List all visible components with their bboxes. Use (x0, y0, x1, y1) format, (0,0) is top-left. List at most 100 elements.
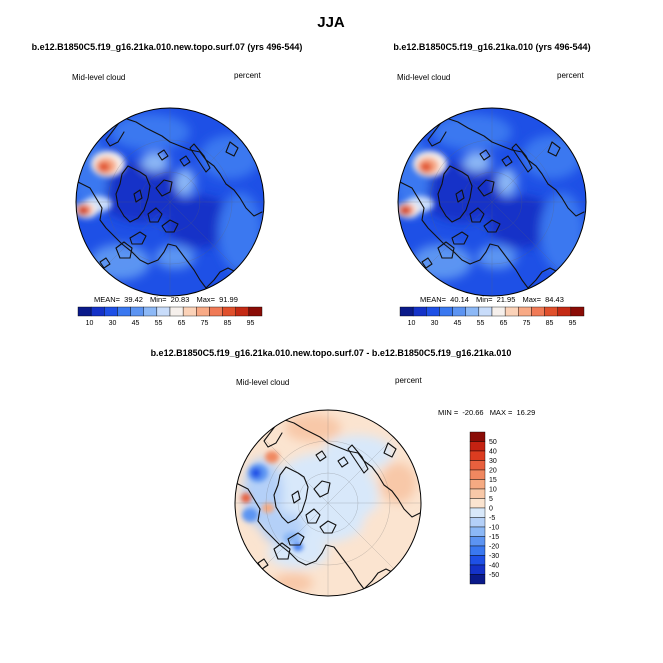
panel-1-min-label: Min= (150, 295, 167, 304)
panel-2-map-border (397, 107, 587, 297)
panel-3-max-value: 16.29 (517, 408, 536, 417)
panel-2-max-value: 84.43 (545, 295, 564, 304)
colorbar-tick-label: 45 (132, 320, 140, 327)
colorbar-box (399, 306, 414, 317)
colorbar-box (557, 306, 572, 317)
panel-1-units-label: percent (234, 71, 261, 80)
panel-2-mean-value: 40.14 (450, 295, 469, 304)
panel-1-max-value: 91.99 (219, 295, 238, 304)
colorbar-box (469, 488, 486, 499)
colorbar-box (518, 306, 532, 317)
colorbar-box (469, 431, 486, 442)
colorbar-box (504, 306, 519, 317)
colorbar-box (465, 306, 480, 317)
colorbar-tick-label: -40 (489, 563, 499, 570)
colorbar-tick-label: -30 (489, 553, 499, 560)
colorbar-box (469, 536, 486, 547)
colorbar-tick-label: 55 (477, 320, 485, 327)
colorbar-box (544, 306, 558, 317)
colorbar-tick-label: 5 (489, 496, 493, 503)
colorbar-tick-label: 85 (224, 320, 232, 327)
colorbar-box (469, 545, 486, 556)
colorbar-box (117, 306, 131, 317)
colorbar-box (469, 555, 486, 566)
panel-2-colorbar: 10 30 45 55 65 75 85 95 (399, 306, 585, 327)
panel-1-mean-label: MEAN= (94, 295, 121, 304)
panel-1-colorbar: 10 30 45 55 65 75 85 95 (77, 306, 263, 327)
panel-1-map-border (75, 107, 265, 297)
panel-2-variable-label: Mid-level cloud (397, 73, 450, 82)
colorbar-box (182, 306, 197, 317)
colorbar-tick-label: 85 (546, 320, 554, 327)
panel-3-min-label: MIN = (438, 408, 459, 417)
panel-3-map-border (234, 409, 422, 597)
colorbar-tick-label: 10 (86, 320, 94, 327)
colorbar-tick-label: 30 (109, 320, 117, 327)
colorbar-box (491, 306, 506, 317)
colorbar-tick-label: 10 (408, 320, 416, 327)
colorbar-box (222, 306, 236, 317)
colorbar-box (469, 450, 486, 461)
colorbar-tick-label: 65 (500, 320, 508, 327)
panel-2-units-label: percent (557, 71, 584, 80)
colorbar-tick-label: -5 (489, 515, 495, 522)
panel-3-variable-label: Mid-level cloud (236, 378, 289, 387)
colorbar-box (469, 498, 486, 509)
panel-3-stats: MIN = -20.66 MAX = 16.29 (438, 408, 535, 417)
svg-text:MIN = -20.66 M: MIN = -20.66 MAX = 16.29 (438, 408, 535, 417)
panel-2-map (398, 108, 586, 296)
panel-2-min-label: Min= (476, 295, 493, 304)
panel-3: b.e12.B1850C5.f19_g16.21ka.010.new.topo.… (151, 348, 535, 597)
panel-3-units-label: percent (395, 376, 422, 385)
panel-1-mean-value: 39.42 (124, 295, 143, 304)
panel-2-mean-label: MEAN= (420, 295, 447, 304)
colorbar-box (531, 306, 545, 317)
colorbar-tick-label: 0 (489, 506, 493, 513)
colorbar-box (469, 526, 486, 537)
main-title: JJA (317, 14, 345, 31)
panel-1-min-value: 20.83 (171, 295, 190, 304)
colorbar-tick-label: 45 (454, 320, 462, 327)
colorbar-box (235, 306, 250, 317)
panel-3-min-value: -20.66 (462, 408, 483, 417)
colorbar-tick-label: -10 (489, 525, 499, 532)
colorbar-tick-label: -15 (489, 534, 499, 541)
panel-1-stats: MEAN= 39.42 Min= 20.83 Max= 91.99 (94, 295, 238, 304)
colorbar-box (412, 306, 427, 317)
colorbar-tick-label: 50 (489, 439, 497, 446)
colorbar-box (143, 306, 158, 317)
svg-text:MEAN= 39.42 Mi: MEAN= 39.42 Min= 20.83 Max= 91.99 (94, 295, 238, 304)
colorbar-box (77, 306, 92, 317)
colorbar-tick-label: 65 (178, 320, 186, 327)
panel-1: b.e12.B1850C5.f19_g16.21ka.010.new.topo.… (32, 42, 303, 327)
panel-2-max-label: Max= (522, 295, 541, 304)
colorbar-box (452, 306, 466, 317)
colorbar-box (104, 306, 118, 317)
colorbar-tick-label: 40 (489, 449, 497, 456)
colorbar-box (469, 460, 486, 471)
colorbar-box (156, 306, 171, 317)
colorbar-box (469, 517, 486, 528)
colorbar-box (90, 306, 105, 317)
colorbar-box (248, 306, 263, 317)
colorbar-box (196, 306, 210, 317)
colorbar-box (570, 306, 585, 317)
colorbar-tick-label: 75 (523, 320, 531, 327)
colorbar-box (426, 306, 440, 317)
panel-2-min-value: 21.95 (497, 295, 516, 304)
colorbar-tick-label: 95 (247, 320, 255, 327)
panel-1-variable-label: Mid-level cloud (72, 73, 125, 82)
panel-2-title: b.e12.B1850C5.f19_g16.21ka.010 (yrs 496-… (393, 42, 590, 52)
colorbar-box (469, 479, 486, 490)
colorbar-box (130, 306, 144, 317)
panel-2-stats: MEAN= 40.14 Min= 21.95 Max= 84.43 (420, 295, 564, 304)
colorbar-box (469, 469, 486, 480)
colorbar-tick-label: 20 (489, 468, 497, 475)
colorbar-box (439, 306, 453, 317)
colorbar-box (169, 306, 184, 317)
colorbar-tick-label: 55 (155, 320, 163, 327)
panel-1-title: b.e12.B1850C5.f19_g16.21ka.010.new.topo.… (32, 42, 303, 52)
colorbar-box (469, 507, 486, 518)
